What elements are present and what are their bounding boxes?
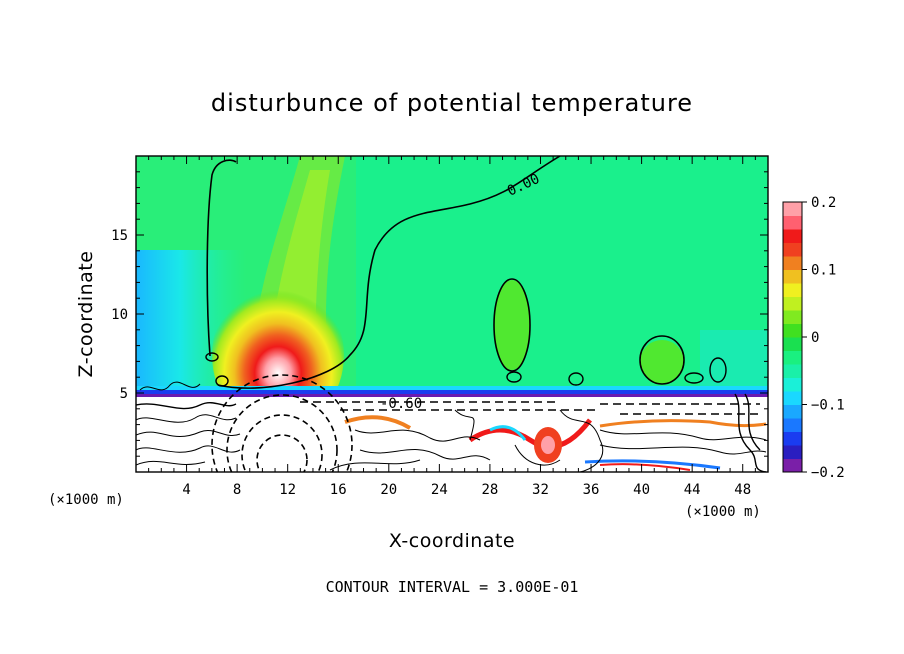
colorbar-tick-label: 0.2: [811, 195, 836, 211]
warm-patch-32-core: [541, 436, 555, 454]
contour-small-2: [215, 375, 229, 387]
x-unit-left: (×1000 m): [48, 492, 124, 508]
colorbar-swatch: [783, 431, 802, 446]
plot-area: [136, 156, 768, 472]
colorbar-swatch: [783, 310, 802, 324]
colored-streak-5: [599, 463, 691, 471]
colorbar-swatch: [783, 418, 802, 432]
contour-small-1: [205, 352, 219, 362]
inversion-band-blue: [136, 390, 768, 394]
contour-zero-main: [217, 156, 561, 389]
colorbar-tick-label: −0.2: [811, 465, 845, 481]
colorbar-swatch: [783, 458, 802, 473]
y-tick-label: 5: [120, 386, 128, 402]
x-tick-label: 24: [431, 482, 448, 498]
contour-label-neg: -0.60: [380, 396, 422, 412]
chart-title: disturbunce of potential temperature: [211, 89, 693, 117]
colorbar-swatch: [783, 296, 802, 311]
contour-zero-line: [206, 159, 237, 357]
x-tick-label: 40: [633, 482, 650, 498]
x-tick-label: 16: [330, 482, 347, 498]
colorbar-ticks: 0.2 0.1 0 −0.1 −0.2: [802, 195, 845, 481]
x-axis-label: X-coordinate: [389, 530, 515, 552]
colorbar-swatch: [783, 283, 802, 297]
colorbar: [783, 202, 802, 473]
colored-streak-3: [599, 419, 767, 428]
x-tick-label: 36: [583, 482, 600, 498]
colorbar-swatch: [783, 391, 802, 405]
x-tick-label: 32: [532, 482, 549, 498]
inversion-band-cyan: [136, 386, 768, 390]
contour-cell-30: [493, 278, 531, 372]
colored-streak-2: [468, 418, 592, 450]
colorbar-swatch: [783, 337, 802, 351]
x-tick-label: 44: [684, 482, 701, 498]
contour-cell-42: [639, 335, 685, 385]
colorbar-swatch: [783, 404, 802, 419]
colorbar-swatch: [783, 256, 802, 270]
contour-interval-note: CONTOUR INTERVAL = 3.000E-01: [326, 578, 579, 596]
colorbar-swatch: [783, 202, 802, 216]
contour-small-5: [709, 357, 727, 383]
colorbar-tick-label: 0.1: [811, 263, 836, 279]
colorbar-swatch: [783, 377, 802, 392]
green-cell-30: [494, 280, 530, 370]
colored-streak-1: [344, 415, 412, 430]
colorbar-tick-label: 0: [811, 330, 819, 346]
x-tick-label: 20: [380, 482, 397, 498]
colored-streak-6: [489, 425, 527, 441]
colorbar-swatch: [783, 229, 802, 243]
contour-small-3: [506, 371, 522, 383]
green-cell-42: [640, 340, 684, 384]
x-tick-label: 12: [279, 482, 296, 498]
x-tick-label: 28: [481, 482, 498, 498]
x-tick-label: 8: [233, 482, 241, 498]
y-tick-label: 15: [111, 228, 128, 244]
y-axis-ticks: 5 10 15: [111, 171, 768, 457]
colorbar-swatch: [783, 445, 802, 459]
contour-small-4: [568, 372, 584, 386]
x-axis-ticks: 4 8 12 16 20 24 28 32 36 40 44 48: [148, 156, 756, 498]
colorbar-swatch: [783, 323, 802, 338]
colorbar-swatch: [783, 350, 802, 365]
colorbar-tick-label: −0.1: [811, 398, 845, 414]
lower-contours: [136, 374, 767, 472]
lower-region: [136, 397, 768, 472]
colorbar-swatch: [783, 364, 802, 378]
inversion-band-purple: [136, 394, 768, 397]
x-tick-label: 48: [734, 482, 751, 498]
contour-small-6: [684, 372, 704, 384]
colorbar-swatch: [783, 215, 802, 230]
x-unit-right: (×1000 m): [685, 504, 761, 520]
colored-streak-4: [584, 459, 721, 470]
colorbar-swatch: [783, 269, 802, 284]
x-tick-label: 4: [182, 482, 190, 498]
y-tick-label: 10: [111, 307, 128, 323]
colorbar-swatch: [783, 242, 802, 257]
right-cold-region: [700, 330, 768, 394]
y-axis-label: Z-coordinate: [75, 251, 97, 378]
